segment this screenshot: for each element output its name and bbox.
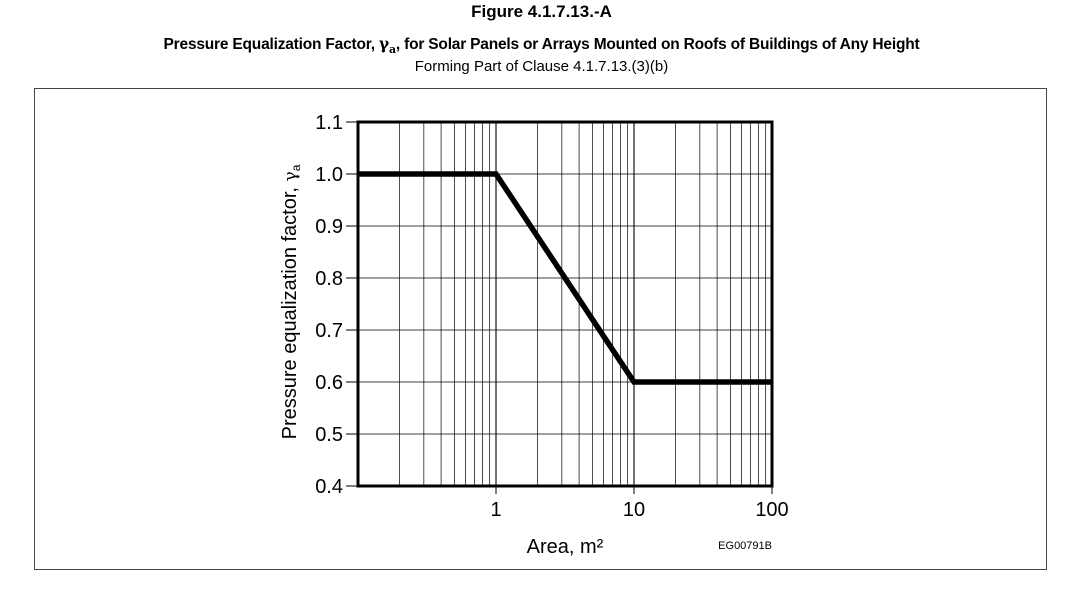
figure-reference: Forming Part of Clause 4.1.7.13.(3)(b) (414, 58, 669, 75)
x-axis-label: Area, m² (527, 536, 604, 558)
y-tick-label: 0.4 (315, 476, 343, 498)
series-layer (357, 171, 773, 385)
x-tick-label: 100 (755, 499, 788, 521)
y-tick-label: 0.6 (315, 372, 343, 394)
x-tick-label: 10 (623, 499, 645, 521)
axes-layer (346, 120, 774, 494)
subtitle-gamma-symbol: γ (378, 34, 389, 53)
subtitle-text-post: , for Solar Panels or Arrays Mounted on … (395, 36, 920, 53)
subtitle-gamma-subscript: a (388, 43, 396, 57)
grid-layer (357, 121, 772, 487)
y-axis-label-subscript: a (289, 164, 303, 171)
y-tick-label: 1.1 (315, 112, 343, 134)
subtitle-text-pre: Pressure Equalization Factor, (163, 36, 379, 53)
y-tick-label: 0.9 (315, 216, 343, 238)
y-tick-label: 0.7 (315, 320, 343, 342)
y-axis-label-text: Pressure equalization factor, (279, 181, 301, 439)
figure-subtitle: Pressure Equalization Factor, γa, for So… (0, 34, 1083, 56)
y-tick-label: 0.5 (315, 424, 343, 446)
y-axis-label: Pressure equalization factor, γa (279, 164, 303, 439)
y-tick-label: 0.8 (315, 268, 343, 290)
plot-border (356, 120, 774, 488)
x-tick-label: 1 (490, 499, 501, 521)
figure-title: Figure 4.1.7.13.-A (471, 2, 612, 21)
y-tick-label: 1.0 (315, 164, 343, 186)
figure-code: EG00791B (718, 540, 772, 552)
series-line (358, 171, 772, 385)
y-axis-label-symbol: γ (281, 171, 301, 181)
figure-frame (34, 88, 1047, 570)
label-layer: 0.4 0.5 0.6 0.7 0.8 0.9 1.0 1.1 1 10 100 (315, 112, 789, 521)
